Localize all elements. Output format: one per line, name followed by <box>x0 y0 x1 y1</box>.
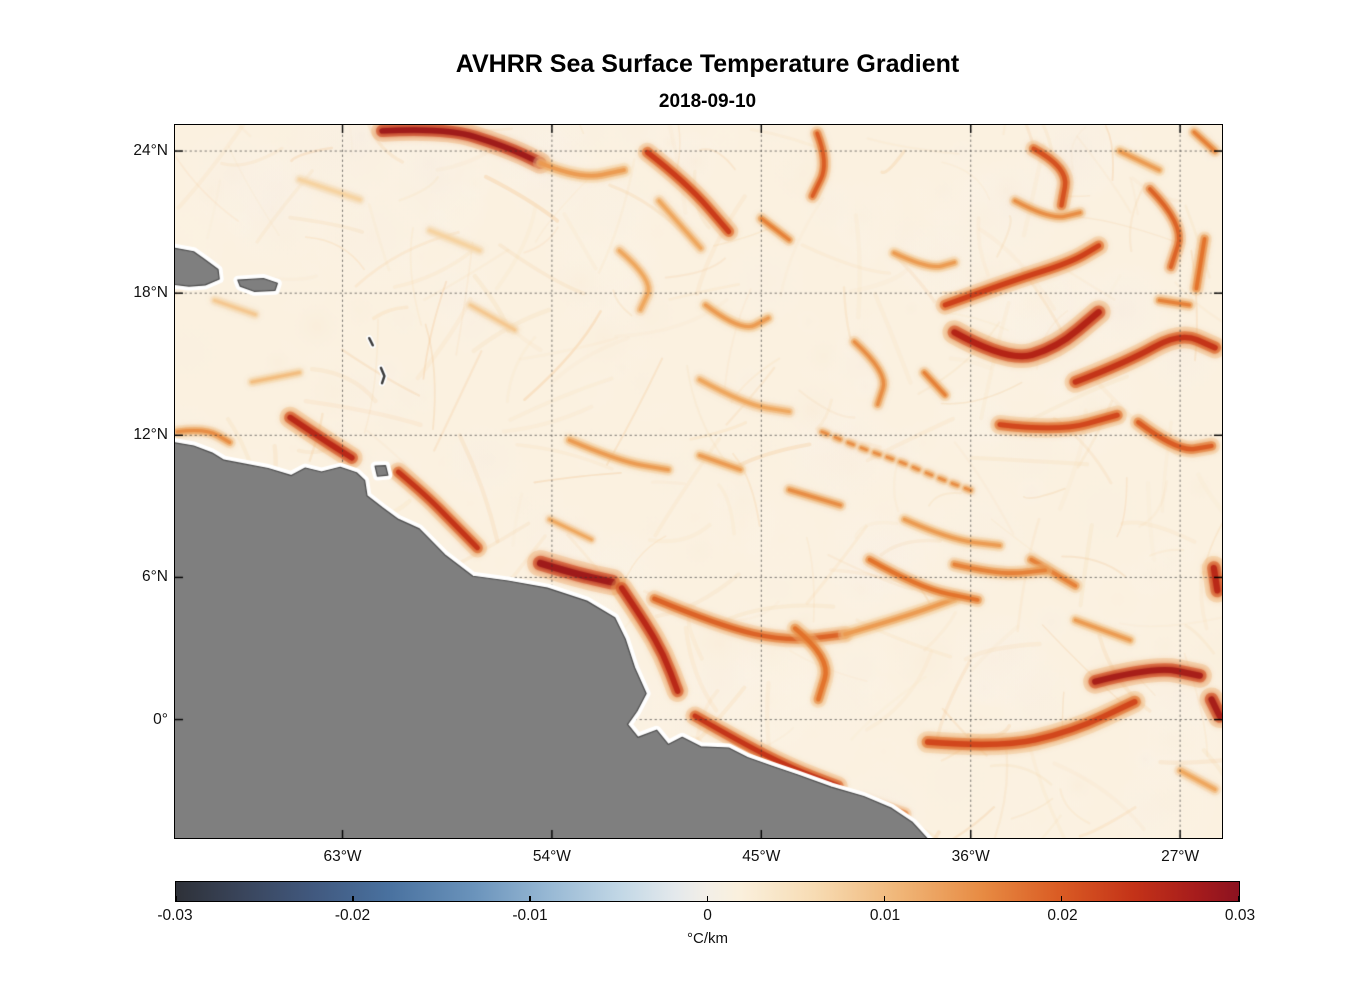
colorbar-unit-label: °C/km <box>687 930 728 947</box>
lon-tick-label: 36°W <box>951 848 990 865</box>
lon-tick-label: 63°W <box>323 848 362 865</box>
colorbar-tick-label: -0.03 <box>157 907 193 924</box>
chart-date-subtitle: 2018-09-10 <box>658 91 757 112</box>
colorbar-tick-label: 0 <box>703 907 712 924</box>
map-plot-area <box>174 124 1223 839</box>
colorbar-tick-mark <box>352 896 354 901</box>
lon-tick-label: 45°W <box>742 848 781 865</box>
lat-tick-label: 6°N <box>141 568 168 586</box>
colorbar-gradient <box>175 881 1240 902</box>
colorbar-tick-label: -0.01 <box>512 907 548 924</box>
lat-tick-label: 12°N <box>133 426 168 444</box>
chart-title: AVHRR Sea Surface Temperature Gradient <box>455 50 960 78</box>
lon-tick-label: 54°W <box>532 848 571 865</box>
colorbar-tick-label: 0.02 <box>1047 907 1078 924</box>
lat-tick-label: 0° <box>153 710 168 728</box>
colorbar-tick-label: 0.01 <box>869 907 901 924</box>
sst-gradient-map-canvas <box>175 125 1222 838</box>
colorbar-tick-label: 0.03 <box>1224 907 1256 924</box>
lon-tick-label: 27°W <box>1161 848 1200 865</box>
colorbar-tick-label: -0.02 <box>334 907 371 924</box>
lat-tick-label: 24°N <box>133 142 168 160</box>
colorbar-tick-mark <box>1060 896 1063 901</box>
lat-tick-label: 18°N <box>133 284 168 302</box>
colorbar-tick-mark <box>1238 896 1240 901</box>
colorbar-tick-mark <box>175 896 177 901</box>
colorbar-tick-mark <box>883 896 886 901</box>
colorbar-tick-mark <box>529 896 531 901</box>
colorbar-tick-mark <box>706 896 708 901</box>
